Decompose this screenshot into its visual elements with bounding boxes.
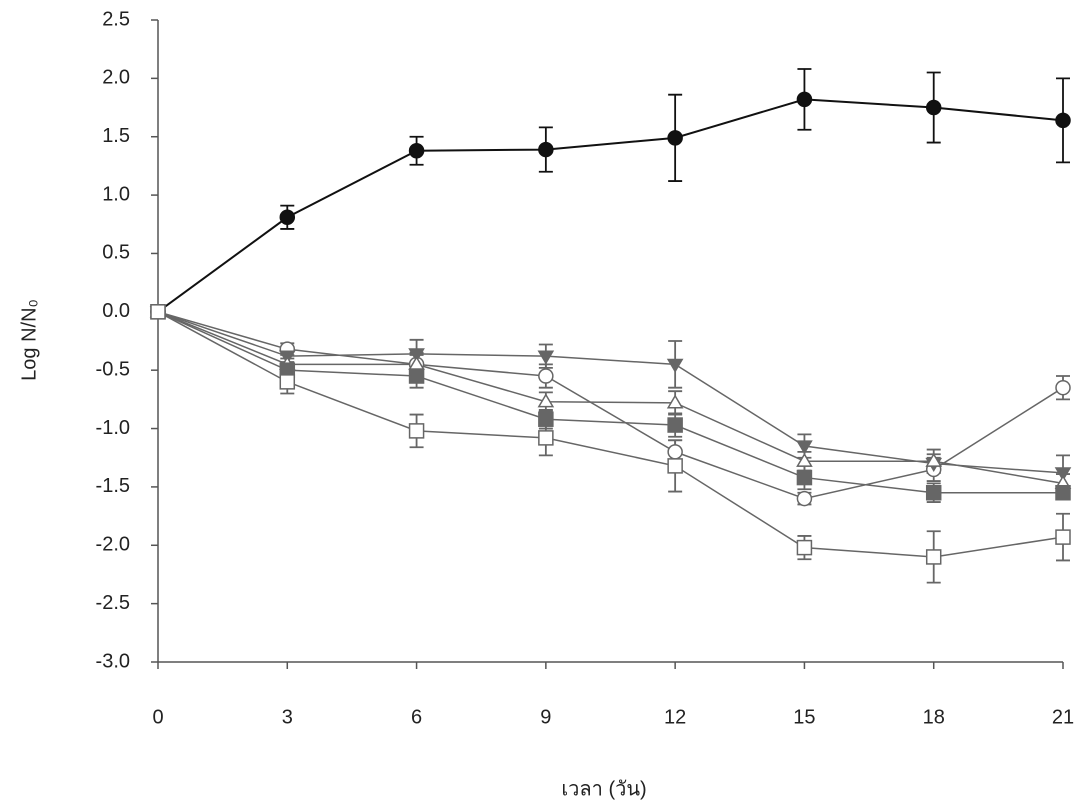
marker: [797, 541, 811, 555]
marker: [410, 369, 424, 383]
x-tick-label: 9: [540, 706, 551, 728]
marker: [797, 92, 811, 106]
chart: เวลา (วัน) Log N/N₀ 2.5 2.0 1.5 1.0 0.5 0.0 -0…: [0, 0, 1085, 810]
y-tick-label: -1.0: [96, 417, 130, 439]
x-tick-label: 0: [152, 706, 163, 728]
marker: [410, 144, 424, 158]
y-tick-label: -2.5: [96, 592, 130, 614]
marker: [668, 445, 682, 459]
marker: [1056, 113, 1070, 127]
marker: [539, 369, 553, 383]
y-tick-label: 0.5: [102, 242, 130, 264]
marker: [1056, 381, 1070, 395]
marker: [668, 459, 682, 473]
x-tick-label: 6: [411, 706, 422, 728]
marker: [668, 396, 682, 408]
y-tick-label: -2.0: [96, 534, 130, 556]
marker: [927, 550, 941, 564]
y-tick-label: 2.0: [102, 67, 130, 89]
marker: [668, 359, 682, 371]
y-tick-label: -0.5: [96, 358, 130, 380]
x-tick-label: 18: [923, 706, 945, 728]
y-tick-label: -1.5: [96, 475, 130, 497]
marker: [151, 305, 165, 319]
marker: [410, 424, 424, 438]
marker: [1056, 530, 1070, 544]
marker: [797, 492, 811, 506]
marker: [797, 471, 811, 485]
x-tick-label: 21: [1052, 706, 1074, 728]
marker: [1056, 486, 1070, 500]
marker: [797, 454, 811, 466]
y-tick-label: 0.0: [102, 300, 130, 322]
marker: [539, 412, 553, 426]
marker: [668, 418, 682, 432]
x-tick-label: 15: [793, 706, 815, 728]
y-tick-label: 2.5: [102, 8, 130, 30]
y-axis-label: Log N/N₀: [18, 299, 40, 381]
y-tick-label: 1.0: [102, 183, 130, 205]
marker: [927, 101, 941, 115]
marker: [668, 131, 682, 145]
y-tick-label: 1.5: [102, 125, 130, 147]
marker: [539, 143, 553, 157]
marker: [280, 375, 294, 389]
marker: [927, 486, 941, 500]
x-tick-label: 3: [282, 706, 293, 728]
x-axis-label: เวลา (วัน): [561, 778, 646, 800]
x-tick-label: 12: [664, 706, 686, 728]
marker: [539, 431, 553, 445]
y-tick-label: -3.0: [96, 650, 130, 672]
marker: [280, 210, 294, 224]
